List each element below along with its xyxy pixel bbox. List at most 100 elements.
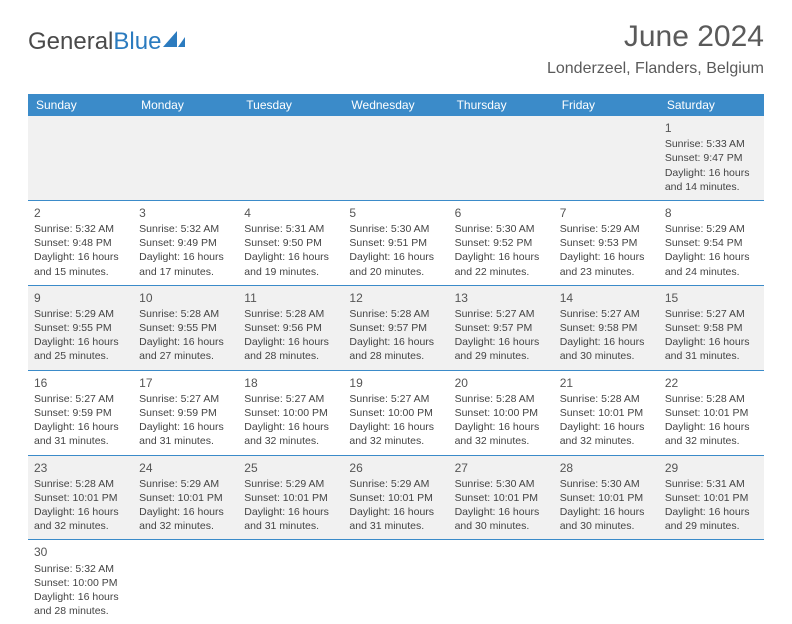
- sunset-text: Sunset: 9:49 PM: [139, 236, 232, 250]
- day-number: 7: [560, 205, 653, 221]
- day-number: 20: [455, 375, 548, 391]
- sunrise-text: Sunrise: 5:28 AM: [665, 392, 758, 406]
- week-row: 23Sunrise: 5:28 AMSunset: 10:01 PMDaylig…: [28, 455, 764, 540]
- day-cell: [449, 540, 554, 624]
- daylight-text: Daylight: 16 hours and 14 minutes.: [665, 166, 758, 194]
- daylight-text: Daylight: 16 hours and 28 minutes.: [244, 335, 337, 363]
- day-number: 24: [139, 460, 232, 476]
- daylight-text: Daylight: 16 hours and 17 minutes.: [139, 250, 232, 278]
- daylight-text: Daylight: 16 hours and 22 minutes.: [455, 250, 548, 278]
- sunrise-text: Sunrise: 5:27 AM: [455, 307, 548, 321]
- day-cell: 3Sunrise: 5:32 AMSunset: 9:49 PMDaylight…: [133, 200, 238, 285]
- day-cell: 27Sunrise: 5:30 AMSunset: 10:01 PMDaylig…: [449, 455, 554, 540]
- day-number: 17: [139, 375, 232, 391]
- day-number: 18: [244, 375, 337, 391]
- day-number: 11: [244, 290, 337, 306]
- sunrise-text: Sunrise: 5:29 AM: [665, 222, 758, 236]
- day-cell: 12Sunrise: 5:28 AMSunset: 9:57 PMDayligh…: [343, 285, 448, 370]
- day-cell: 2Sunrise: 5:32 AMSunset: 9:48 PMDaylight…: [28, 200, 133, 285]
- day-cell: [238, 540, 343, 624]
- day-number: 22: [665, 375, 758, 391]
- daylight-text: Daylight: 16 hours and 15 minutes.: [34, 250, 127, 278]
- day-header: Tuesday: [238, 94, 343, 116]
- day-number: 10: [139, 290, 232, 306]
- sunset-text: Sunset: 10:01 PM: [34, 491, 127, 505]
- day-cell: [554, 540, 659, 624]
- sunrise-text: Sunrise: 5:30 AM: [455, 477, 548, 491]
- day-header: Wednesday: [343, 94, 448, 116]
- daylight-text: Daylight: 16 hours and 32 minutes.: [455, 420, 548, 448]
- day-cell: 15Sunrise: 5:27 AMSunset: 9:58 PMDayligh…: [659, 285, 764, 370]
- day-number: 25: [244, 460, 337, 476]
- logo-text-b: Blue: [113, 28, 161, 56]
- sunrise-text: Sunrise: 5:28 AM: [139, 307, 232, 321]
- sunset-text: Sunset: 10:00 PM: [349, 406, 442, 420]
- day-number: 28: [560, 460, 653, 476]
- daylight-text: Daylight: 16 hours and 31 minutes.: [349, 505, 442, 533]
- sunset-text: Sunset: 9:57 PM: [455, 321, 548, 335]
- sunrise-text: Sunrise: 5:27 AM: [349, 392, 442, 406]
- day-cell: 28Sunrise: 5:30 AMSunset: 10:01 PMDaylig…: [554, 455, 659, 540]
- sunrise-text: Sunrise: 5:29 AM: [34, 307, 127, 321]
- daylight-text: Daylight: 16 hours and 31 minutes.: [665, 335, 758, 363]
- sunset-text: Sunset: 9:55 PM: [139, 321, 232, 335]
- sunrise-text: Sunrise: 5:29 AM: [139, 477, 232, 491]
- day-cell: [343, 540, 448, 624]
- day-cell: 14Sunrise: 5:27 AMSunset: 9:58 PMDayligh…: [554, 285, 659, 370]
- sunrise-text: Sunrise: 5:32 AM: [34, 222, 127, 236]
- day-cell: 8Sunrise: 5:29 AMSunset: 9:54 PMDaylight…: [659, 200, 764, 285]
- sunrise-text: Sunrise: 5:33 AM: [665, 137, 758, 151]
- day-cell: 23Sunrise: 5:28 AMSunset: 10:01 PMDaylig…: [28, 455, 133, 540]
- sunset-text: Sunset: 10:01 PM: [560, 491, 653, 505]
- day-header: Thursday: [449, 94, 554, 116]
- day-cell: [28, 116, 133, 200]
- day-number: 13: [455, 290, 548, 306]
- logo-sail-icon: [163, 28, 185, 56]
- sunset-text: Sunset: 10:01 PM: [665, 491, 758, 505]
- day-cell: 26Sunrise: 5:29 AMSunset: 10:01 PMDaylig…: [343, 455, 448, 540]
- day-cell: 19Sunrise: 5:27 AMSunset: 10:00 PMDaylig…: [343, 370, 448, 455]
- title-block: June 2024 Londerzeel, Flanders, Belgium: [547, 20, 764, 78]
- sunrise-text: Sunrise: 5:28 AM: [455, 392, 548, 406]
- daylight-text: Daylight: 16 hours and 28 minutes.: [34, 590, 127, 618]
- sunrise-text: Sunrise: 5:28 AM: [349, 307, 442, 321]
- day-cell: 18Sunrise: 5:27 AMSunset: 10:00 PMDaylig…: [238, 370, 343, 455]
- week-row: 2Sunrise: 5:32 AMSunset: 9:48 PMDaylight…: [28, 200, 764, 285]
- sunset-text: Sunset: 9:58 PM: [560, 321, 653, 335]
- day-header: Saturday: [659, 94, 764, 116]
- sunrise-text: Sunrise: 5:27 AM: [139, 392, 232, 406]
- day-cell: 21Sunrise: 5:28 AMSunset: 10:01 PMDaylig…: [554, 370, 659, 455]
- daylight-text: Daylight: 16 hours and 32 minutes.: [139, 505, 232, 533]
- day-number: 29: [665, 460, 758, 476]
- sunrise-text: Sunrise: 5:32 AM: [34, 562, 127, 576]
- day-cell: 5Sunrise: 5:30 AMSunset: 9:51 PMDaylight…: [343, 200, 448, 285]
- sunset-text: Sunset: 10:01 PM: [455, 491, 548, 505]
- sunset-text: Sunset: 10:01 PM: [139, 491, 232, 505]
- day-cell: 1Sunrise: 5:33 AMSunset: 9:47 PMDaylight…: [659, 116, 764, 200]
- day-number: 1: [665, 120, 758, 136]
- day-number: 21: [560, 375, 653, 391]
- month-title: June 2024: [547, 20, 764, 54]
- day-cell: [659, 540, 764, 624]
- week-row: 16Sunrise: 5:27 AMSunset: 9:59 PMDayligh…: [28, 370, 764, 455]
- sunset-text: Sunset: 9:55 PM: [34, 321, 127, 335]
- sunset-text: Sunset: 9:52 PM: [455, 236, 548, 250]
- daylight-text: Daylight: 16 hours and 30 minutes.: [560, 505, 653, 533]
- week-row: 30Sunrise: 5:32 AMSunset: 10:00 PMDaylig…: [28, 540, 764, 624]
- day-cell: 17Sunrise: 5:27 AMSunset: 9:59 PMDayligh…: [133, 370, 238, 455]
- day-header: Monday: [133, 94, 238, 116]
- sunrise-text: Sunrise: 5:29 AM: [244, 477, 337, 491]
- day-cell: 6Sunrise: 5:30 AMSunset: 9:52 PMDaylight…: [449, 200, 554, 285]
- daylight-text: Daylight: 16 hours and 27 minutes.: [139, 335, 232, 363]
- daylight-text: Daylight: 16 hours and 23 minutes.: [560, 250, 653, 278]
- day-cell: 29Sunrise: 5:31 AMSunset: 10:01 PMDaylig…: [659, 455, 764, 540]
- day-number: 5: [349, 205, 442, 221]
- sunrise-text: Sunrise: 5:28 AM: [244, 307, 337, 321]
- day-cell: 10Sunrise: 5:28 AMSunset: 9:55 PMDayligh…: [133, 285, 238, 370]
- sunrise-text: Sunrise: 5:28 AM: [34, 477, 127, 491]
- sunrise-text: Sunrise: 5:31 AM: [244, 222, 337, 236]
- day-number: 2: [34, 205, 127, 221]
- day-cell: 20Sunrise: 5:28 AMSunset: 10:00 PMDaylig…: [449, 370, 554, 455]
- daylight-text: Daylight: 16 hours and 19 minutes.: [244, 250, 337, 278]
- daylight-text: Daylight: 16 hours and 31 minutes.: [34, 420, 127, 448]
